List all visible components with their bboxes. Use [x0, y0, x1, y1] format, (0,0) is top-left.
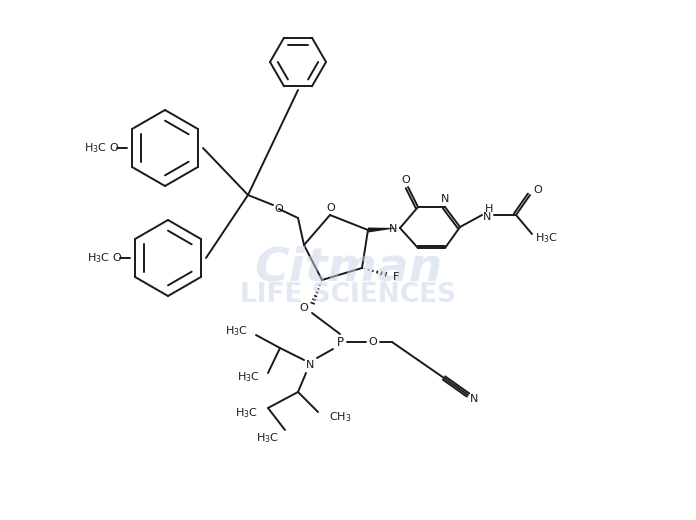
- Text: H$_3$C: H$_3$C: [535, 231, 557, 245]
- Text: N: N: [441, 194, 449, 204]
- Text: H$_3$C: H$_3$C: [255, 431, 278, 445]
- Text: CH$_3$: CH$_3$: [329, 410, 351, 424]
- Text: N: N: [306, 360, 314, 370]
- Text: H: H: [485, 204, 493, 214]
- Text: LIFE SCIENCES: LIFE SCIENCES: [240, 282, 456, 308]
- Text: F: F: [393, 272, 400, 282]
- Text: O: O: [402, 175, 411, 185]
- Polygon shape: [367, 228, 398, 232]
- Text: H$_3$C: H$_3$C: [86, 251, 109, 265]
- Text: O: O: [369, 337, 377, 347]
- Text: H$_3$C: H$_3$C: [237, 370, 260, 384]
- Text: N: N: [483, 212, 491, 222]
- Text: P: P: [336, 335, 344, 348]
- Text: O: O: [113, 253, 121, 263]
- Text: O: O: [326, 203, 335, 213]
- Text: H$_3$C: H$_3$C: [84, 141, 106, 155]
- Text: N: N: [389, 224, 397, 234]
- Text: O: O: [275, 204, 283, 214]
- Text: O: O: [110, 143, 118, 153]
- Text: H$_3$C: H$_3$C: [235, 406, 258, 420]
- Text: O: O: [534, 185, 542, 195]
- Text: N: N: [470, 394, 478, 404]
- Text: H$_3$C: H$_3$C: [225, 324, 248, 338]
- Text: Citman: Citman: [254, 245, 442, 291]
- Text: O: O: [299, 303, 308, 313]
